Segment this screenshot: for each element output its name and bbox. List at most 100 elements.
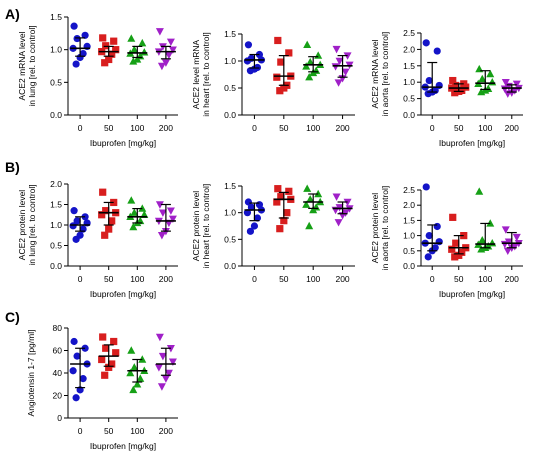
x-tick-label: 100: [130, 123, 144, 133]
data-point: [277, 193, 285, 201]
data-point: [166, 207, 175, 215]
data-point: [303, 40, 312, 48]
x-tick-label: 0: [430, 123, 435, 133]
y-tick-label: 0.0: [403, 110, 415, 120]
data-point: [425, 232, 433, 240]
data-point: [478, 235, 487, 244]
data-point: [164, 369, 173, 378]
x-tick-label: 100: [130, 274, 144, 284]
data-point: [73, 34, 81, 43]
x-tick-label: 0: [252, 123, 257, 133]
y-axis-title: in lung [rel. to control]: [27, 184, 37, 265]
data-point: [98, 211, 106, 219]
y-axis-title: in aorta [rel. to control]: [380, 186, 390, 271]
data-point: [112, 349, 120, 357]
data-point: [274, 36, 282, 45]
data-point: [72, 60, 80, 68]
data-point: [448, 245, 456, 253]
y-tick-label: 1.0: [403, 77, 415, 87]
data-point: [512, 233, 521, 242]
data-point: [478, 74, 487, 83]
data-point: [334, 219, 343, 227]
data-point: [155, 28, 164, 36]
data-point: [108, 50, 116, 58]
data-point: [127, 346, 136, 354]
data-point: [285, 49, 293, 57]
x-tick-label: 100: [478, 274, 492, 284]
data-point: [285, 187, 293, 195]
x-tick-label: 50: [104, 426, 114, 436]
data-point: [274, 185, 282, 193]
x-tick-label: 50: [104, 274, 114, 284]
data-point: [99, 333, 107, 341]
y-tick-label: 0.5: [224, 83, 236, 93]
y-tick-label: 80: [53, 323, 63, 333]
x-tick-label: 50: [279, 274, 289, 284]
data-point: [280, 217, 288, 225]
data-point: [250, 222, 259, 230]
data-point: [503, 247, 512, 255]
data-point: [452, 239, 460, 247]
data-point: [102, 207, 110, 215]
x-tick-label: 100: [306, 123, 320, 133]
x-tick-label: 100: [306, 274, 320, 284]
data-point: [112, 46, 120, 54]
data-point: [475, 187, 484, 195]
data-point: [452, 81, 460, 90]
data-point: [462, 83, 470, 91]
data-point: [130, 363, 139, 371]
data-point: [157, 232, 166, 240]
data-point: [110, 37, 118, 45]
x-tick-label: 0: [252, 274, 257, 284]
x-tick-label: 200: [335, 123, 349, 133]
data-point: [341, 68, 350, 76]
data-point: [70, 22, 78, 30]
data-point: [158, 352, 167, 361]
data-point: [130, 208, 139, 216]
data-point: [306, 57, 315, 66]
data-point: [73, 352, 81, 360]
data-point: [455, 251, 463, 259]
data-point: [253, 214, 262, 222]
data-point: [164, 51, 173, 60]
data-point: [81, 31, 89, 39]
y-tick-label: 2.0: [50, 179, 62, 189]
panel-label-c: C): [5, 309, 20, 325]
x-axis-title: Ibuprofen [mg/kg]: [90, 138, 156, 148]
chart-b2: 0.0 0.5 1.0 1.5 0 50 100 200 ACE2 protein level i…: [191, 181, 355, 284]
x-axis-title: Ibuprofen [mg/kg]: [90, 441, 156, 451]
x-tick-label: 200: [159, 123, 173, 133]
data-point: [302, 62, 311, 70]
data-point: [247, 203, 256, 211]
data-point: [435, 238, 443, 246]
data-point: [98, 355, 106, 364]
data-point: [273, 73, 281, 81]
y-axis-title: ACE2 level mRNA: [191, 39, 201, 109]
panel-label-b: B): [5, 159, 20, 175]
y-tick-label: 0.0: [403, 261, 415, 271]
data-point: [501, 226, 510, 234]
data-point: [138, 38, 147, 47]
data-point: [302, 200, 311, 208]
y-tick-label: 40: [53, 368, 63, 378]
data-point: [127, 34, 136, 42]
y-tick-label: 2.5: [403, 185, 415, 195]
data-point: [168, 215, 177, 224]
data-point: [477, 87, 486, 96]
data-point: [79, 375, 87, 383]
y-tick-label: 0.5: [403, 246, 415, 256]
data-point: [486, 69, 495, 78]
data-point: [130, 45, 139, 53]
data-point: [69, 222, 77, 230]
y-axis-title: ACE2 protein level: [370, 193, 380, 264]
y-axis-title: Angiotensin 1-7 [pg/ml]: [26, 330, 36, 417]
data-point: [246, 227, 255, 235]
x-tick-label: 200: [505, 123, 519, 133]
y-axis-title: in heart [rel. to control]: [201, 184, 211, 269]
data-point: [161, 59, 170, 67]
data-point: [243, 57, 252, 65]
data-point: [168, 46, 177, 54]
